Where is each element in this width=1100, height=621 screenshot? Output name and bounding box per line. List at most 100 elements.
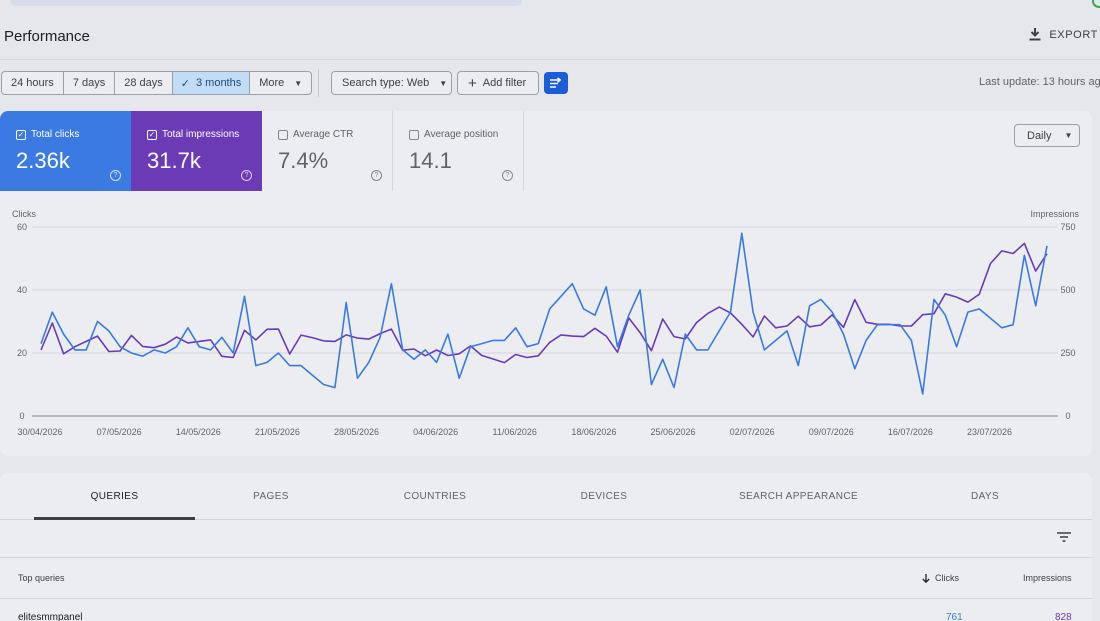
table-filter-row xyxy=(0,520,1092,558)
column-header-impressions[interactable]: Impressions xyxy=(1023,573,1072,583)
caret-down-icon: ▼ xyxy=(1064,131,1073,140)
x-tick-label: 30/04/2026 xyxy=(17,427,62,437)
column-header-query: Top queries xyxy=(18,573,65,583)
add-filter-label: Add filter xyxy=(482,77,527,89)
filter-toolbar: 24 hours 7 days 28 days ✓ 3 months More … xyxy=(0,69,1100,97)
compare-swap-icon xyxy=(550,77,562,88)
search-type-label: Search type: Web xyxy=(342,77,430,89)
caret-down-icon: ▼ xyxy=(439,78,448,88)
date-range-label: 28 days xyxy=(124,77,163,89)
date-range-24-hours[interactable]: 24 hours xyxy=(2,72,64,94)
x-tick-label: 04/06/2026 xyxy=(413,427,458,437)
plus-icon: + xyxy=(468,74,477,92)
y-tick-label-right: 250 xyxy=(1060,348,1075,358)
performance-chart-card: ✓ Total clicks 2.36k ? ✓ Total impressions… xyxy=(0,111,1092,456)
filter-rows-icon[interactable] xyxy=(1057,532,1071,542)
header-divider xyxy=(0,59,1100,60)
performance-line-chart: Clicks Impressions 0 20 40 60 0 250 500 750 30/04/… xyxy=(12,209,1080,437)
x-tick-label: 28/05/2026 xyxy=(334,427,379,437)
granularity-label: Daily xyxy=(1027,129,1052,142)
y-axis-title-left: Clicks xyxy=(12,209,36,219)
metric-value: 31.7k xyxy=(147,148,201,173)
tab-pages[interactable]: PAGES xyxy=(253,491,289,502)
tab-queries[interactable]: QUERIES xyxy=(90,491,139,502)
x-tick-label: 18/06/2026 xyxy=(571,427,616,437)
export-button[interactable]: EXPORT xyxy=(1029,28,1098,41)
tab-search-appearance[interactable]: SEARCH APPEARANCE xyxy=(738,491,859,502)
last-update-text: Last update: 13 hours ago xyxy=(979,76,1100,88)
help-icon[interactable]: ? xyxy=(502,170,513,181)
date-range-selector: 24 hours 7 days 28 days ✓ 3 months More … xyxy=(1,71,313,95)
y-tick-label-left: 40 xyxy=(17,285,27,295)
x-tick-label: 25/06/2026 xyxy=(650,427,695,437)
checkbox-checked-icon[interactable]: ✓ xyxy=(16,129,26,140)
granularity-dropdown[interactable]: Daily ▼ xyxy=(1014,124,1080,147)
y-tick-label-right: 0 xyxy=(1065,411,1070,421)
table-header: Top queries Clicks Impressions xyxy=(0,558,1092,599)
query-cell: elitesmmpanel xyxy=(18,612,83,621)
date-range-label: More xyxy=(259,77,285,89)
help-icon[interactable]: ? xyxy=(110,170,121,181)
date-range-7-days[interactable]: 7 days xyxy=(64,72,116,94)
clicks-cell: 761 xyxy=(946,612,963,621)
date-range-label: 24 hours xyxy=(11,77,54,89)
y-tick-label-left: 0 xyxy=(19,411,24,421)
export-label: EXPORT xyxy=(1049,28,1098,41)
table-row[interactable]: elitesmmpanel 761 828 xyxy=(0,599,1092,621)
metric-total-impressions[interactable]: ✓ Total impressions 31.7k ? xyxy=(131,111,262,191)
x-tick-label: 16/07/2026 xyxy=(888,427,933,437)
tab-days[interactable]: DAYS xyxy=(970,491,1000,502)
checkbox-unchecked-icon[interactable] xyxy=(409,129,419,140)
check-icon: ✓ xyxy=(180,77,190,90)
tab-devices[interactable]: DEVICES xyxy=(580,491,628,502)
x-tick-label: 14/05/2026 xyxy=(176,427,221,437)
date-range-label: 7 days xyxy=(72,77,106,89)
x-tick-label: 07/05/2026 xyxy=(97,427,142,437)
date-range-28-days[interactable]: 28 days xyxy=(115,72,173,94)
metric-label: Total clicks xyxy=(31,129,80,140)
results-table-card: QUERIES PAGES COUNTRIES DEVICES SEARCH A… xyxy=(0,473,1092,621)
help-icon[interactable]: ? xyxy=(371,170,382,181)
date-range-label: 3 months xyxy=(195,77,242,89)
date-range-3-months[interactable]: ✓ 3 months xyxy=(172,72,251,94)
y-axis-title-right: Impressions xyxy=(1030,209,1079,219)
page-header: Performance EXPORT xyxy=(0,0,1100,60)
search-type-dropdown[interactable]: Search type: Web ▼ xyxy=(331,71,452,95)
x-tick-label: 02/07/2026 xyxy=(730,427,775,437)
caret-down-icon: ▼ xyxy=(294,78,303,88)
search-bar-edge xyxy=(10,0,522,6)
series-line-impressions xyxy=(40,242,1048,364)
impressions-cell: 828 xyxy=(1055,612,1072,621)
compare-button[interactable] xyxy=(544,72,568,94)
active-tab-indicator xyxy=(34,517,195,520)
help-icon[interactable]: ? xyxy=(241,170,252,181)
column-header-label: Clicks xyxy=(935,573,959,583)
metric-label: Average position xyxy=(424,129,499,140)
metric-average-ctr[interactable]: Average CTR 7.4% ? xyxy=(262,111,393,191)
metric-label: Average CTR xyxy=(293,129,354,140)
toolbar-divider xyxy=(318,69,319,97)
add-filter-button[interactable]: + Add filter xyxy=(457,71,539,95)
x-tick-label: 11/06/2026 xyxy=(493,427,537,437)
y-tick-label-right: 750 xyxy=(1060,222,1075,232)
series-line-clicks xyxy=(40,232,1048,395)
x-tick-label: 09/07/2026 xyxy=(809,427,854,437)
x-tick-label: 21/05/2026 xyxy=(255,427,300,437)
y-tick-label-left: 20 xyxy=(17,348,27,358)
metric-value: 14.1 xyxy=(409,148,452,173)
tab-countries[interactable]: COUNTRIES xyxy=(403,491,467,502)
x-tick-label: 23/07/2026 xyxy=(967,427,1012,437)
y-tick-label-left: 60 xyxy=(17,222,27,232)
metric-value: 2.36k xyxy=(16,148,70,173)
arrow-down-icon xyxy=(922,573,930,583)
page-title: Performance xyxy=(4,28,90,45)
column-header-clicks[interactable]: Clicks xyxy=(922,573,959,583)
date-range-more[interactable]: More ▼ xyxy=(250,72,311,94)
checkbox-unchecked-icon[interactable] xyxy=(278,129,288,140)
metric-total-clicks[interactable]: ✓ Total clicks 2.36k ? xyxy=(0,111,131,191)
checkbox-checked-icon[interactable]: ✓ xyxy=(147,129,157,140)
metric-average-position[interactable]: Average position 14.1 ? xyxy=(393,111,524,191)
metric-value: 7.4% xyxy=(278,148,329,173)
dimension-tabs: QUERIES PAGES COUNTRIES DEVICES SEARCH A… xyxy=(0,473,1092,520)
account-avatar-edge[interactable] xyxy=(1092,0,1100,8)
